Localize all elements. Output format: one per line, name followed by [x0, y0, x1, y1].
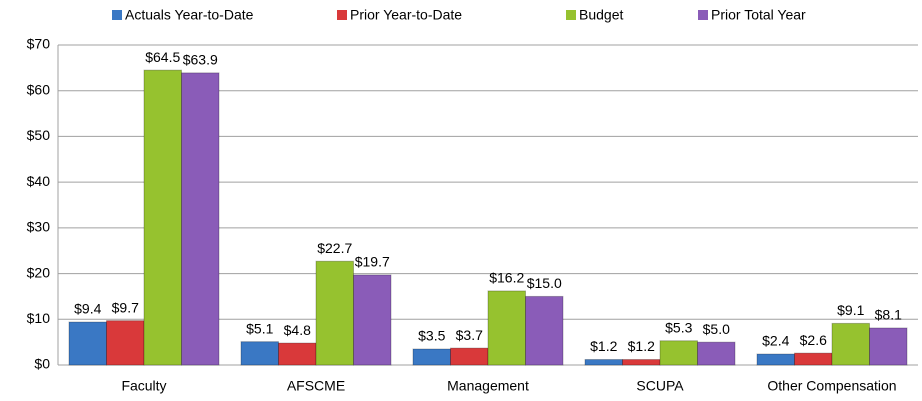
bar [353, 274, 392, 366]
legend-swatch [337, 10, 347, 20]
bar [143, 69, 182, 366]
bar [584, 359, 623, 366]
data-label: $5.0 [703, 321, 730, 337]
legend-label: Prior Total Year [711, 7, 806, 23]
bar [756, 353, 795, 366]
data-label: $19.7 [355, 254, 390, 270]
data-label: $5.3 [665, 319, 692, 335]
data-label: $1.2 [590, 338, 617, 354]
data-label: $1.2 [628, 338, 655, 354]
data-label: $2.4 [762, 333, 789, 349]
bar [794, 352, 833, 366]
bar [278, 342, 317, 366]
legend-label: Budget [579, 7, 623, 23]
data-label: $15.0 [527, 275, 562, 291]
y-tick-label: $20 [27, 264, 51, 280]
bar [697, 341, 736, 366]
y-tick-label: $40 [27, 173, 51, 189]
data-label: $9.4 [74, 301, 101, 317]
bar [68, 321, 107, 366]
data-label: $4.8 [284, 322, 311, 338]
legend-swatch [566, 10, 576, 20]
data-label: $64.5 [145, 49, 180, 65]
bar [659, 340, 698, 366]
bar [106, 320, 145, 366]
bar [831, 322, 870, 366]
x-tick-label: Management [447, 378, 529, 394]
x-tick-label: AFSCME [287, 378, 345, 394]
bar [450, 347, 489, 366]
y-tick-label: $50 [27, 127, 51, 143]
bar [869, 327, 908, 366]
legend-swatch [698, 10, 708, 20]
bar [412, 348, 451, 366]
y-tick-label: $30 [27, 219, 51, 235]
legend-swatch [112, 10, 122, 20]
bar [525, 295, 564, 366]
x-tick-label: SCUPA [636, 378, 684, 394]
data-label: $9.1 [837, 302, 864, 318]
y-tick-label: $0 [34, 356, 50, 372]
bar [487, 290, 526, 366]
data-label: $2.6 [800, 332, 827, 348]
legend-label: Actuals Year-to-Date [125, 7, 254, 23]
data-label: $22.7 [317, 240, 352, 256]
x-tick-label: Other Compensation [767, 378, 896, 394]
data-label: $3.5 [418, 328, 445, 344]
x-tick-label: Faculty [121, 378, 166, 394]
bar [181, 72, 220, 366]
legend-label: Prior Year-to-Date [350, 7, 462, 23]
data-label: $5.1 [246, 320, 273, 336]
data-label: $63.9 [183, 52, 218, 68]
y-tick-label: $60 [27, 81, 51, 97]
data-label: $3.7 [456, 327, 483, 343]
data-label: $16.2 [489, 270, 524, 286]
bar [622, 359, 661, 366]
y-tick-label: $10 [27, 310, 51, 326]
y-tick-label: $70 [27, 36, 51, 52]
data-label: $8.1 [875, 307, 902, 323]
bar [315, 260, 354, 366]
data-label: $9.7 [112, 299, 139, 315]
bar [240, 341, 279, 366]
